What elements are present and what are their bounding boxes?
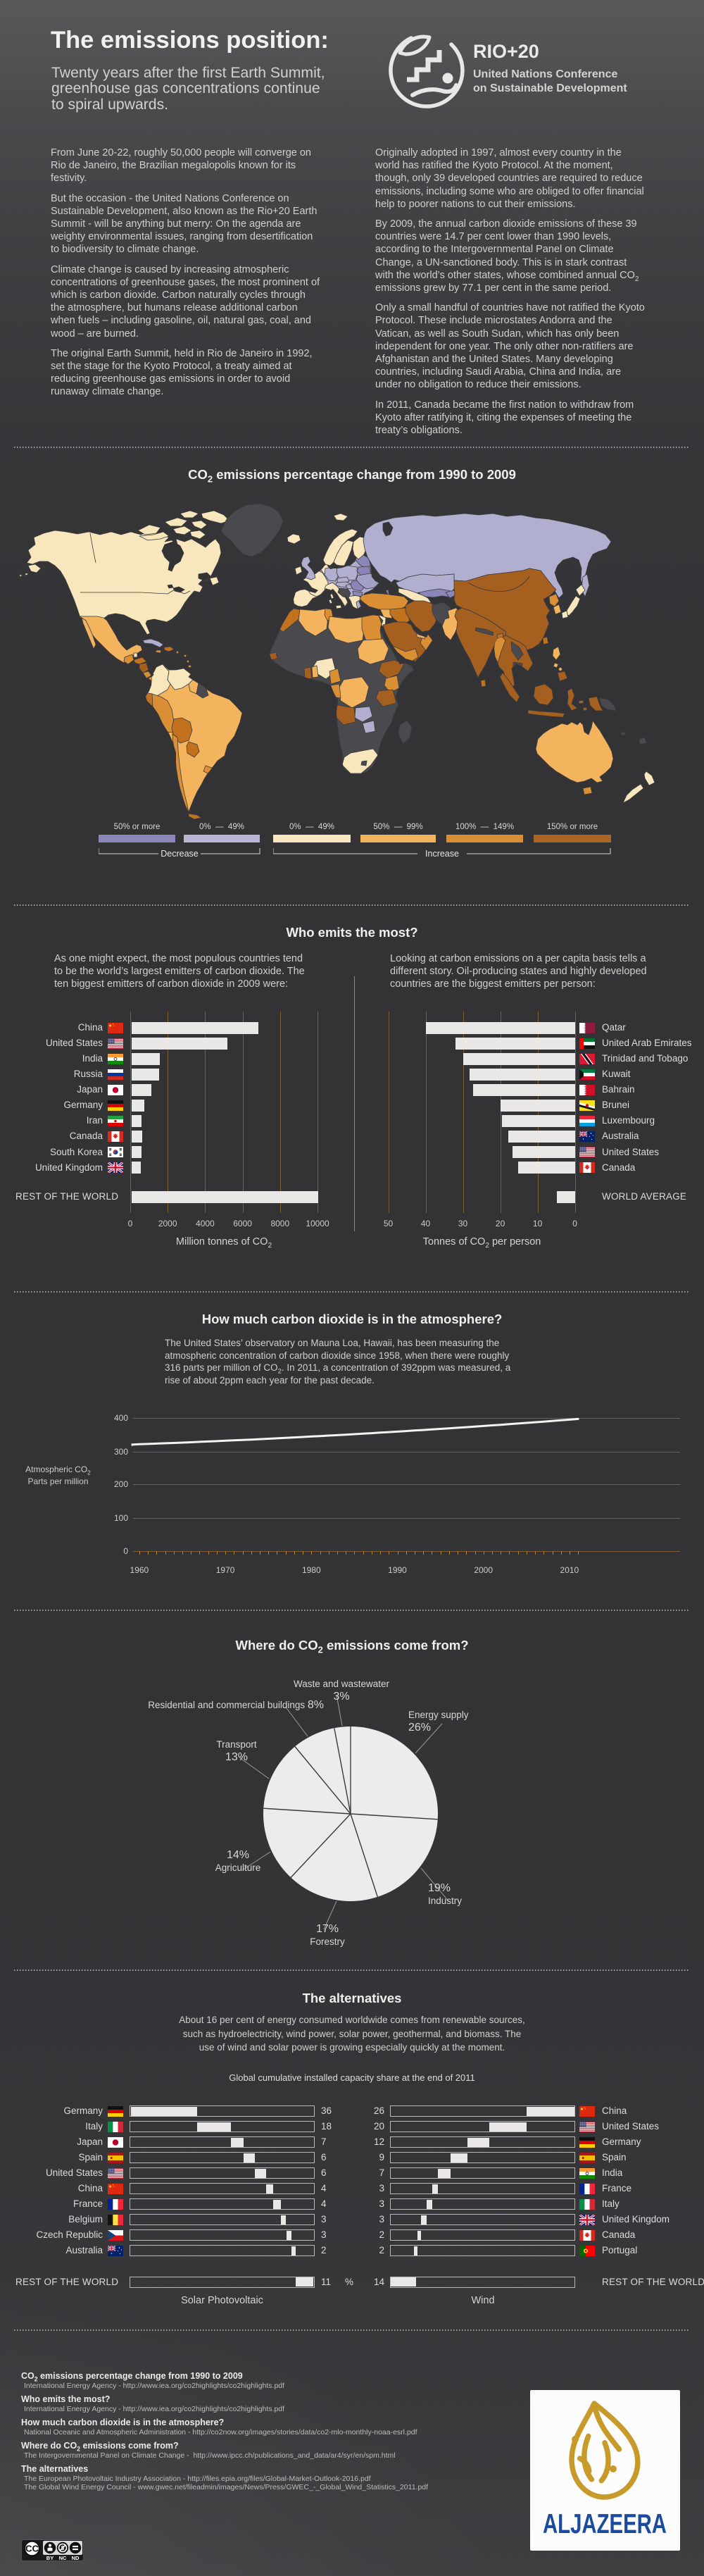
svg-text:NC: NC (59, 2555, 67, 2561)
svg-text:$: $ (61, 2545, 65, 2551)
svg-text:BY: BY (46, 2555, 54, 2561)
svg-text:ND: ND (72, 2555, 80, 2561)
svg-text:CC: CC (25, 2544, 39, 2554)
svg-text:ALJAZEERA: ALJAZEERA (543, 2509, 667, 2539)
